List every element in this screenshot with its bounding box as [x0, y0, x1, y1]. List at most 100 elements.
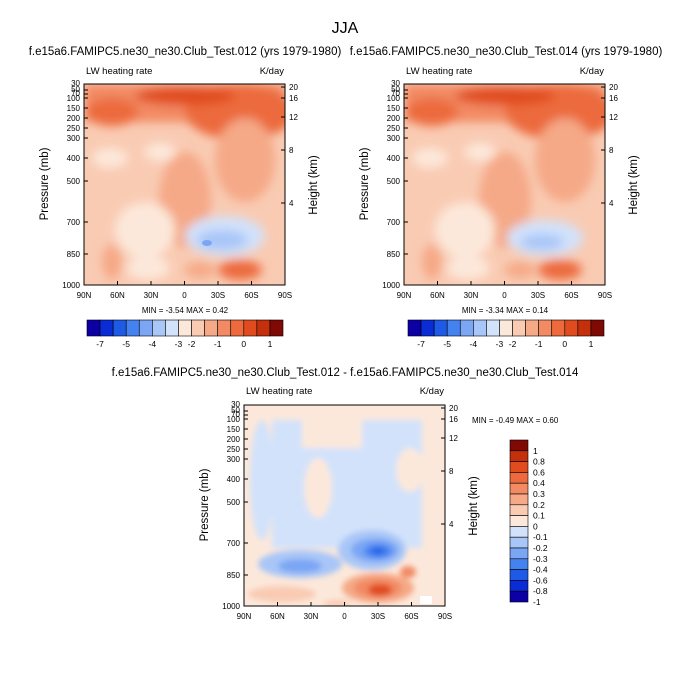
panel-2-y2ticks: 20 16 12 8 4 — [601, 83, 618, 208]
panel-2-y2tick-8: 8 — [609, 146, 614, 155]
panel-1-y2tick-12: 12 — [289, 113, 298, 122]
colorbar-swatch — [509, 580, 529, 592]
colorbar-swatch — [125, 319, 140, 337]
panel-2-title: f.e15a6.FAMIPC5.ne30_ne30.Club_Test.014 … — [350, 46, 663, 58]
colorbar-swatch — [509, 515, 529, 527]
colorbar-swatch — [99, 319, 114, 337]
panel-2-ytick-200: 200 — [387, 114, 401, 123]
panel-3-units: K/day — [420, 386, 445, 397]
panel-3-y2ticks: 20 16 12 8 4 — [441, 404, 458, 529]
colorbar-swatch — [499, 319, 513, 337]
panel-2-units: K/day — [580, 66, 605, 77]
panel-1-xtick-60s: 60S — [244, 291, 258, 300]
colorbar-label: 1 — [533, 446, 538, 456]
panel-3-ytick-700: 700 — [227, 539, 241, 548]
panel-2-ytick-850: 850 — [387, 250, 401, 259]
panel-2-ytick-400: 400 — [387, 154, 401, 163]
colorbar-swatch — [509, 569, 529, 581]
colorbar-swatch — [509, 526, 529, 538]
panel-3-title: f.e15a6.FAMIPC5.ne30_ne30.Club_Test.012 … — [112, 367, 579, 379]
panel-3-ytick-1000: 1000 — [222, 602, 240, 611]
panel-1-units: K/day — [260, 66, 285, 77]
colorbar-label: 0.4 — [533, 478, 545, 488]
colorbar-swatch — [509, 450, 529, 462]
panel-1-stats: MIN = -3.54 MAX = 0.42 — [142, 306, 229, 315]
panel-3-ytick-500: 500 — [227, 498, 241, 507]
panel-2-ytick-300: 300 — [387, 134, 401, 143]
panel-3-y2tick-4: 4 — [449, 520, 454, 529]
panel-3-y2tick-20: 20 — [449, 404, 458, 413]
panel-1-colorbar: -7 -5 -4 -3 -2 -1 0 1 — [86, 319, 284, 349]
figure-title: JJA — [332, 20, 359, 37]
colorbar-swatch — [509, 536, 529, 549]
colorbar-label: 0 — [241, 339, 246, 349]
panel-1-ytick-700: 700 — [67, 218, 81, 227]
panel-1-xtick-0: 0 — [182, 291, 187, 300]
colorbar-swatch — [509, 439, 529, 452]
panel-3-ytick-200: 200 — [227, 435, 241, 444]
colorbar-swatch — [204, 319, 218, 337]
panel-2-xtick-30n: 30N — [464, 291, 479, 300]
panel-3-xtick-30s: 30S — [371, 612, 385, 621]
colorbar-swatch — [564, 319, 579, 337]
panel-3-y2tick-8: 8 — [449, 467, 454, 476]
colorbar-label: -1 — [535, 339, 543, 349]
colorbar-swatch — [152, 319, 166, 337]
colorbar-swatch — [178, 319, 192, 337]
colorbar-swatch — [86, 319, 101, 337]
panel-2-stats: MIN = -3.34 MAX = 0.14 — [462, 306, 549, 315]
colorbar-label: 0 — [533, 521, 538, 531]
panel-1-xtick-60n: 60N — [110, 291, 125, 300]
colorbar-label: -4 — [470, 339, 478, 349]
colorbar-swatch — [217, 319, 232, 337]
colorbar-swatch — [590, 319, 605, 337]
colorbar-label: -0.1 — [533, 532, 548, 542]
colorbar-swatch — [256, 319, 271, 337]
panel-1-ytick-1000: 1000 — [62, 281, 80, 290]
colorbar-swatch — [269, 319, 284, 337]
panel-3-xtick-60n: 60N — [270, 612, 285, 621]
panel-2-xtick-30s: 30S — [531, 291, 545, 300]
colorbar-label: -0.8 — [533, 586, 548, 596]
panel-3-xtick-30n: 30N — [304, 612, 319, 621]
panel-1-y2tick-16: 16 — [289, 94, 298, 103]
colorbar-swatch — [407, 319, 422, 337]
colorbar-label: -5 — [443, 339, 451, 349]
colorbar-swatch — [509, 472, 529, 484]
colorbar-swatch — [525, 319, 539, 337]
colorbar-swatch — [509, 493, 529, 506]
panel-2-xtick-90n: 90N — [397, 291, 412, 300]
panel-3-yticks: 30 50 70 100 150 200 250 300 400 500 700… — [222, 400, 248, 611]
panel-2-ytick-700: 700 — [387, 218, 401, 227]
panel-3-y2tick-16: 16 — [449, 415, 458, 424]
panel-2-ytick-1000: 1000 — [382, 281, 400, 290]
panel-1-ytick-100: 100 — [67, 94, 81, 103]
colorbar-swatch — [486, 319, 500, 337]
colorbar-label: 0 — [562, 339, 567, 349]
panel-2-ylabel: Pressure (mb) — [359, 147, 371, 220]
panel-3-ytick-400: 400 — [227, 475, 241, 484]
panel-2-colorbar: -7 -5 -4 -3 -2 -1 0 1 — [407, 319, 605, 349]
colorbar-swatch — [509, 547, 529, 560]
colorbar-swatch — [165, 319, 179, 337]
panel-1-ytick-50: 50 — [71, 85, 80, 94]
colorbar-swatch — [446, 319, 461, 337]
panel-2-yticks: 30 50 70 100 150 200 250 300 400 500 700… — [382, 79, 408, 290]
panel-3: f.e15a6.FAMIPC5.ne30_ne30.Club_Test.012 … — [112, 367, 579, 621]
panel-1-ytick-30: 30 — [71, 79, 80, 88]
colorbar-label: 0.6 — [533, 467, 545, 477]
panel-3-ytick-250: 250 — [227, 445, 241, 454]
panel-2-variable: LW heating rate — [406, 66, 472, 77]
colorbar-swatch — [577, 319, 592, 337]
panel-1-y2tick-8: 8 — [289, 146, 294, 155]
panel-3-xtick-90s: 90S — [438, 612, 452, 621]
panel-2: f.e15a6.FAMIPC5.ne30_ne30.Club_Test.014 … — [350, 46, 663, 349]
panel-3-ytick-150: 150 — [227, 425, 241, 434]
panel-2-y2tick-16: 16 — [609, 94, 618, 103]
colorbar-label: -5 — [122, 339, 130, 349]
panel-3-y2label: Height (km) — [468, 476, 480, 536]
colorbar-label: -7 — [417, 339, 425, 349]
panel-3-ylabel: Pressure (mb) — [199, 468, 211, 541]
colorbar-label: 1 — [589, 339, 594, 349]
colorbar-label: -0.4 — [533, 565, 548, 575]
